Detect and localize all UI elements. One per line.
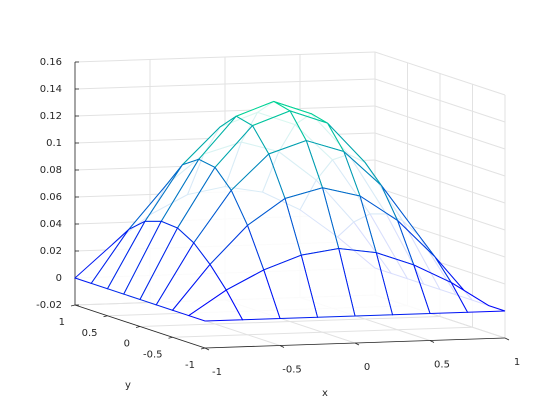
z-tick-label: 0.14 [40, 84, 62, 95]
z-tick-label: 0.1 [46, 138, 62, 149]
z-tick-label: 0.02 [40, 246, 62, 257]
x-tick-label: 1 [514, 357, 520, 368]
z-tick-label: 0 [56, 273, 62, 284]
x-tick [429, 340, 435, 343]
z-tick-label: 0.06 [40, 192, 62, 203]
grid-line [374, 159, 506, 204]
y-tick-label: -0.5 [143, 349, 163, 360]
z-tick-label: 0.08 [40, 165, 62, 176]
z-tick-label: -0.02 [36, 300, 62, 311]
grid-line [74, 78, 376, 90]
x-tick [279, 345, 285, 348]
x-axis-label: x [322, 388, 328, 399]
y-tick-label: -1 [185, 360, 195, 371]
y-tick-label: 0.5 [82, 328, 98, 339]
x-tick-label: 0 [364, 362, 370, 373]
y-tick-label: 1 [59, 317, 65, 328]
y-tick [135, 326, 141, 328]
y-tick [70, 304, 76, 307]
x-tick [204, 347, 210, 351]
grid-line [74, 51, 376, 63]
y-tick-label: 0 [124, 339, 130, 350]
x-tick-label: -1 [212, 367, 222, 378]
mesh-cell [187, 289, 244, 322]
z-tick-label: 0.16 [40, 57, 62, 68]
grid-line [74, 105, 376, 117]
z-tick-label: 0.12 [40, 111, 62, 122]
y-axis-label: y [125, 380, 131, 391]
y-tick [103, 315, 108, 318]
grid-line [172, 326, 473, 338]
grid-line [374, 186, 506, 231]
z-tick-label: 0.04 [40, 219, 62, 230]
y-tick [168, 336, 173, 339]
x-tick-label: 0.5 [434, 360, 450, 371]
grid-line [374, 78, 506, 123]
x-tick-label: -0.5 [282, 365, 302, 376]
grid-line [374, 132, 506, 177]
grid-line [374, 51, 506, 96]
x-tick [504, 337, 510, 341]
grid-line [139, 316, 441, 327]
x-tick [354, 342, 360, 346]
grid-line [374, 105, 506, 150]
y-tick [200, 347, 206, 350]
